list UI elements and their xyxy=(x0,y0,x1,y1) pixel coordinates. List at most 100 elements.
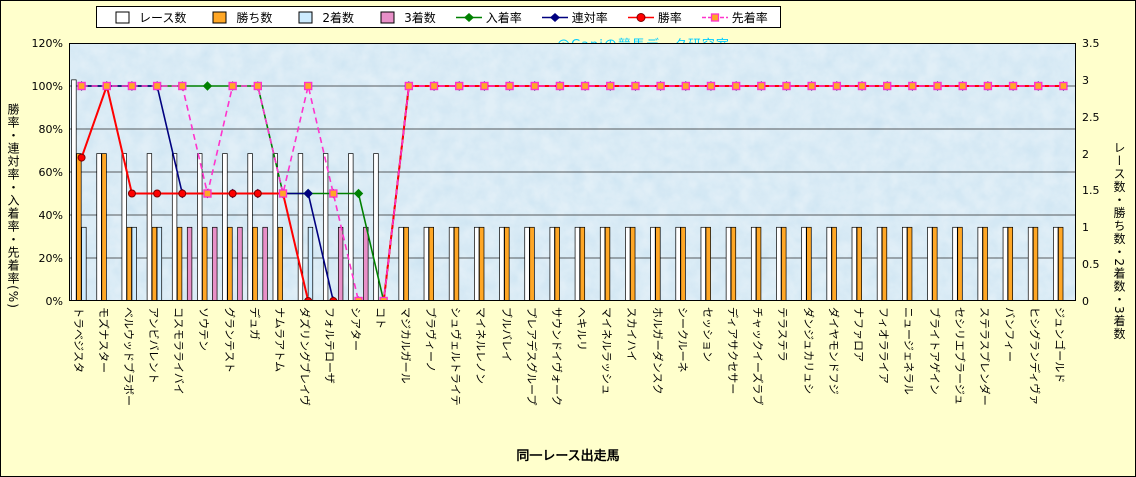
marker-square xyxy=(303,81,313,91)
marker-square xyxy=(731,81,741,91)
bar-1 xyxy=(529,226,535,302)
bar-3 xyxy=(212,226,218,302)
bar-0 xyxy=(826,226,832,302)
bar-1 xyxy=(227,226,233,302)
bar-1 xyxy=(932,226,938,302)
marker-square xyxy=(480,81,489,91)
category-label: ダイヤモンドフジ xyxy=(826,307,840,395)
bar-0 xyxy=(247,153,253,302)
bar-swatch-icon xyxy=(298,11,313,23)
category-label: フィオラライア xyxy=(877,307,891,384)
marker-diamond xyxy=(202,81,213,91)
marker-square xyxy=(631,81,640,91)
bar-swatch-icon xyxy=(212,11,227,23)
bar-1 xyxy=(151,226,158,302)
bar-0 xyxy=(650,226,656,302)
bar-1 xyxy=(982,226,988,302)
marker-square xyxy=(706,81,716,91)
bar-0 xyxy=(448,226,455,302)
category-label: デュガ xyxy=(247,307,261,340)
bar-1 xyxy=(755,226,762,302)
marker-square xyxy=(908,81,917,91)
bar-0 xyxy=(348,153,354,302)
line-square-dash-swatch-icon xyxy=(701,12,728,22)
marker-circle xyxy=(153,189,162,198)
y-left-tick-label: 100% xyxy=(31,80,63,93)
bar-0 xyxy=(625,226,631,302)
line-diamond-swatch-icon xyxy=(541,12,568,22)
bar-2 xyxy=(81,226,87,302)
category-label: スカイハイ xyxy=(625,307,639,362)
category-label: ホルガーダンスク xyxy=(650,307,664,395)
legend-item: レース数 xyxy=(109,9,186,26)
category-label: バンフィー xyxy=(1003,307,1017,362)
marker-square xyxy=(555,81,565,91)
marker-square xyxy=(933,81,942,91)
category-label: シークルーネ xyxy=(675,307,689,373)
y-left-tick-label: 60% xyxy=(38,166,63,179)
marker-square xyxy=(329,189,338,198)
category-label: ブラヴィーノ xyxy=(424,307,438,373)
y-left-tick-label: 80% xyxy=(38,123,63,136)
bar-0 xyxy=(876,226,883,302)
category-label: チャックイーズラブ xyxy=(751,307,765,406)
y-right-tick-label: 2 xyxy=(1082,147,1089,161)
category-label: ナムラアトム xyxy=(272,307,286,373)
marker-circle xyxy=(127,189,136,198)
bar-1 xyxy=(1007,226,1014,302)
bar-0 xyxy=(977,226,983,302)
marker-square xyxy=(1059,81,1068,91)
category-label: フォルテローザ xyxy=(323,307,337,384)
bar-0 xyxy=(549,226,555,302)
category-label: プレアデスグループ xyxy=(524,307,538,406)
category-label: ベルウッドブラボー xyxy=(121,307,135,406)
category-label: ソウテン xyxy=(197,307,211,351)
bar-1 xyxy=(504,226,510,302)
marker-diamond xyxy=(353,188,364,199)
legend-item: 勝率 xyxy=(627,9,682,26)
bar-0 xyxy=(801,226,807,302)
marker-circle xyxy=(253,189,262,198)
bar-1 xyxy=(907,226,913,302)
category-label: ヒシグランディヴァ xyxy=(1028,307,1042,406)
category-label: ダンジュカリュシ xyxy=(801,307,815,395)
legend-item: 2着数 xyxy=(292,9,354,26)
bar-1 xyxy=(856,226,862,302)
legend-item-label: 連対率 xyxy=(571,10,608,25)
marker-square xyxy=(102,81,111,91)
bar-1 xyxy=(680,226,686,302)
marker-square xyxy=(178,81,187,91)
bar-0 xyxy=(851,226,857,302)
bar-1 xyxy=(554,226,560,302)
marker-circle xyxy=(228,189,237,198)
bar-0 xyxy=(322,153,329,302)
bar-0 xyxy=(171,153,178,302)
bar-1 xyxy=(428,226,434,302)
legend-item: 勝ち数 xyxy=(206,9,272,26)
marker-square xyxy=(429,81,439,91)
bar-3 xyxy=(237,226,243,302)
bar-1 xyxy=(176,226,183,302)
legend-item-label: 勝ち数 xyxy=(236,10,273,25)
bar-0 xyxy=(725,226,732,302)
category-label: ステラスプレンダー xyxy=(977,307,991,406)
bar-0 xyxy=(599,226,606,302)
category-label: コスモラライバイ xyxy=(172,307,186,395)
bar-0 xyxy=(574,226,581,302)
category-label: ディアサクセサー xyxy=(726,307,740,395)
marker-square xyxy=(656,81,665,91)
category-label: シュヴェルトライテ xyxy=(449,307,463,406)
marker-square xyxy=(580,81,590,91)
y-left-tick-label: 40% xyxy=(38,209,63,222)
bar-0 xyxy=(272,153,278,302)
category-label: ブルバレイ xyxy=(499,307,513,362)
y-right-tick-label: 0.5 xyxy=(1082,258,1100,272)
bar-0 xyxy=(197,153,203,302)
marker-square xyxy=(455,81,464,91)
bar-0 xyxy=(423,226,429,302)
marker-square xyxy=(253,81,263,91)
bar-2 xyxy=(131,226,137,302)
bar-1 xyxy=(1032,226,1039,302)
legend-item-label: レース数 xyxy=(139,10,187,25)
plot-border xyxy=(69,43,1076,301)
